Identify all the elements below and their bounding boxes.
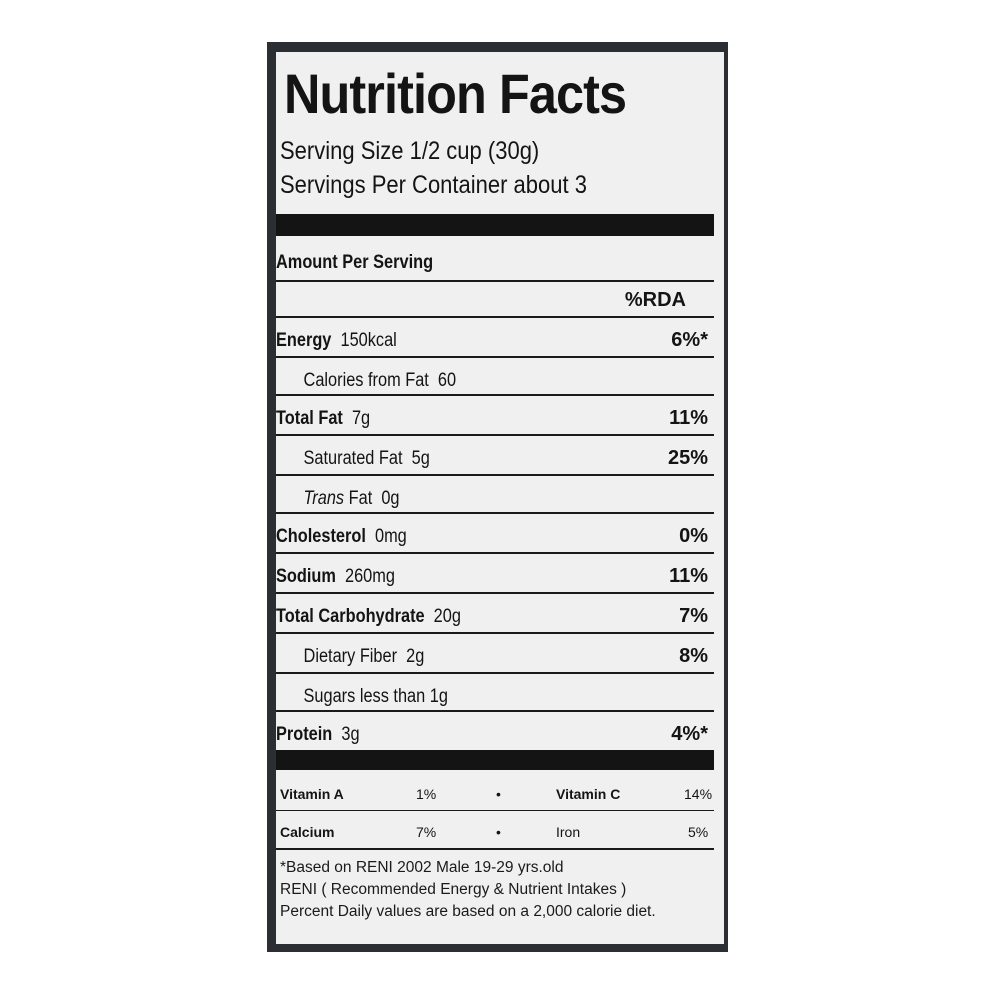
nutrient-row-total-carbohydrate: Total Carbohydrate 20g 7% xyxy=(276,594,714,632)
divider xyxy=(276,710,714,712)
nutrient-amount: 3g xyxy=(341,724,360,745)
nutrient-name: Protein xyxy=(276,724,333,745)
nutrient-pct: 11% xyxy=(669,565,708,587)
nutrient-row-total-fat: Total Fat 7g 11% xyxy=(276,396,714,434)
nutrient-name: Total Fat xyxy=(276,408,343,429)
vitamin-name: Vitamin A xyxy=(280,786,344,802)
nutrient-name-suffix: Fat xyxy=(348,488,373,509)
nutrient-row-trans-fat: Trans Fat 0g xyxy=(276,476,714,514)
nutrient-row-saturated-fat: Saturated Fat 5g 25% xyxy=(276,436,714,474)
nutrient-amount: 1g xyxy=(429,686,448,707)
footnotes: *Based on RENI 2002 Male 19-29 yrs.old R… xyxy=(280,857,656,923)
bullet: • xyxy=(496,786,501,802)
nutrient-pct: 8% xyxy=(679,645,708,667)
divider xyxy=(276,394,714,396)
vitamin-name: Iron xyxy=(556,824,581,840)
nutrient-name: Energy xyxy=(276,330,332,351)
vitamin-name: Vitamin C xyxy=(556,786,621,802)
nutrient-name: Saturated Fat xyxy=(303,448,403,469)
nutrient-pct: 7% xyxy=(679,605,708,627)
nutrient-amount: 0g xyxy=(381,488,400,509)
vitamin-pct: 7% xyxy=(416,824,437,840)
servings-per-container: Servings Per Container about 3 xyxy=(280,171,587,199)
rda-header: %RDA xyxy=(624,289,686,311)
footnote-line: *Based on RENI 2002 Male 19-29 yrs.old xyxy=(280,859,564,876)
rda-header-row: %RDA xyxy=(276,278,714,316)
nutrient-amount: 0mg xyxy=(374,526,407,547)
nutrient-amount: 20g xyxy=(433,606,461,627)
divider xyxy=(276,592,714,594)
nutrient-pct: 11% xyxy=(669,407,708,429)
vitamin-row-2: Calcium 7% • Iron 5% xyxy=(276,812,714,848)
footnote-line: RENI ( Recommended Energy & Nutrient Int… xyxy=(280,881,627,898)
nutrient-name: Trans xyxy=(303,488,345,509)
thick-bar-top xyxy=(276,214,714,236)
nutrient-row-sugars: Sugars less than 1g xyxy=(276,674,714,712)
nutrient-pct: 6%* xyxy=(671,329,708,351)
nutrient-row-dietary-fiber: Dietary Fiber 2g 8% xyxy=(276,634,714,672)
nutrient-name: Sugars less than xyxy=(303,686,426,707)
nutrient-name: Sodium xyxy=(276,566,336,587)
nutrient-name: Dietary Fiber xyxy=(303,646,398,667)
nutrient-pct: 25% xyxy=(667,447,708,469)
vitamin-pct: 5% xyxy=(688,824,709,840)
divider xyxy=(276,356,714,358)
nutrient-amount: 150kcal xyxy=(340,330,397,351)
nutrient-name: Calories from Fat xyxy=(303,370,429,391)
nutrient-amount: 5g xyxy=(411,448,430,469)
divider xyxy=(276,632,714,634)
nutrient-row-cholesterol: Cholesterol 0mg 0% xyxy=(276,514,714,552)
bullet: • xyxy=(496,824,501,840)
divider xyxy=(276,810,714,811)
nutrient-row-energy: Energy 150kcal 6%* xyxy=(276,318,714,356)
divider xyxy=(276,512,714,514)
vitamin-row-1: Vitamin A 1% • Vitamin C 14% xyxy=(276,774,714,810)
divider xyxy=(276,848,714,850)
divider xyxy=(276,474,714,476)
vitamin-name: Calcium xyxy=(280,824,335,840)
vitamin-pct: 14% xyxy=(684,786,713,802)
nutrient-row-calories-from-fat: Calories from Fat 60 xyxy=(276,358,714,396)
amount-per-serving-row: Amount Per Serving xyxy=(276,240,714,278)
divider xyxy=(276,280,714,282)
divider xyxy=(276,316,714,318)
vitamin-pct: 1% xyxy=(416,786,437,802)
footnote-line: Percent Daily values are based on a 2,00… xyxy=(280,903,656,920)
nutrient-pct: 4%* xyxy=(671,723,708,745)
serving-size: Serving Size 1/2 cup (30g) xyxy=(280,137,540,165)
nutrient-row-protein: Protein 3g 4%* xyxy=(276,712,714,750)
amount-per-serving: Amount Per Serving xyxy=(276,252,434,273)
nutrient-name: Cholesterol xyxy=(276,526,366,547)
divider xyxy=(276,552,714,554)
label-title: Nutrition Facts xyxy=(284,62,627,125)
thick-bar-bottom xyxy=(276,750,714,770)
nutrient-amount: 60 xyxy=(437,370,457,391)
divider xyxy=(276,672,714,674)
nutrient-row-sodium: Sodium 260mg 11% xyxy=(276,554,714,592)
nutrient-name: Total Carbohydrate xyxy=(276,606,425,627)
nutrient-amount: 260mg xyxy=(345,566,395,587)
nutrient-pct: 0% xyxy=(679,525,708,547)
divider xyxy=(276,434,714,436)
nutrient-amount: 7g xyxy=(351,408,371,429)
nutrient-amount: 2g xyxy=(406,646,425,667)
nutrition-label: Nutrition Facts Serving Size 1/2 cup (30… xyxy=(276,52,724,944)
